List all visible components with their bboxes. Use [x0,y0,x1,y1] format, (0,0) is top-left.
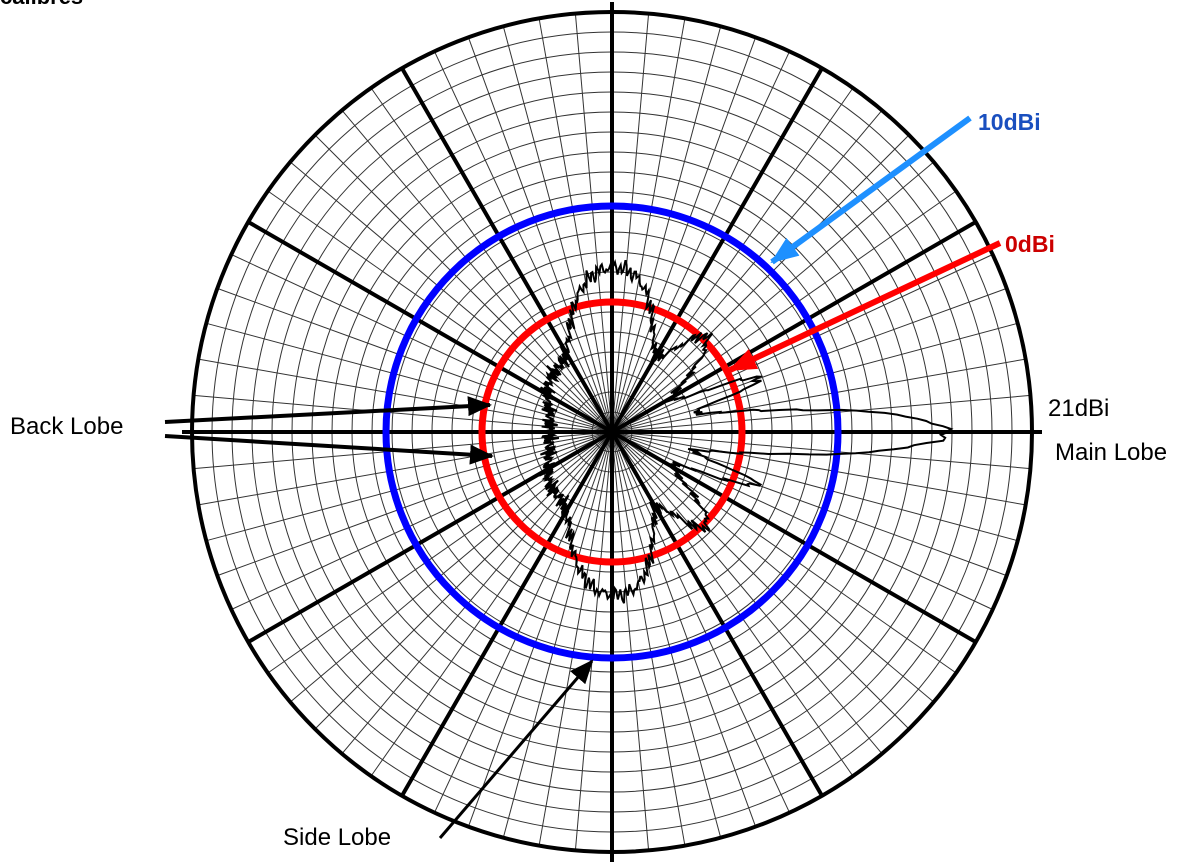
major-spoke [610,430,824,797]
ring-10dbi [382,202,842,662]
grid-radial-line [314,134,613,433]
label-back-lobe: Back Lobe [10,413,123,440]
grid-radial-line [231,254,613,433]
grid-radial-line [611,37,757,433]
grid-radial-line [611,109,883,433]
arrow-0dbi [728,240,1002,373]
grid-radial-line [611,87,854,433]
grid-radial-line [611,431,722,838]
major-spoke [610,67,824,434]
grid-radial-line [611,394,1031,433]
grid-radial-line [611,51,790,433]
grid-radial-line [370,87,613,433]
arrow-back-lobe-upper [164,396,492,424]
grid-radial-line [611,358,1026,433]
grid-radial-line [611,431,790,813]
arrow-side-lobe [438,659,594,839]
grid-radial-line [206,431,613,542]
grid-radial-line [289,431,613,703]
grid-radial-line [611,431,1018,542]
grid-radial-line [611,161,935,433]
grid-radial-line [611,431,1007,577]
major-spoke [247,220,614,434]
grid-radial-line [502,26,613,433]
ring-0dbi [478,298,746,566]
major-spoke [247,430,614,644]
grid-radial-line [434,431,613,813]
grid-radial-line [267,431,613,674]
grid-radial-line [574,13,613,433]
grid-radial-line [611,431,935,703]
grid-radial-line [314,431,613,730]
grid-radial-line [231,431,613,610]
arrow-back-lobe-lower [164,434,494,465]
label-0dbi: 0dBi [1005,231,1055,257]
major-spoke [610,430,977,644]
grid-radial-line [611,431,854,777]
grid-radial-line [611,134,910,433]
label-side-lobe: Side Lobe [283,824,391,851]
grid-radial-line [611,287,1007,433]
grid-radial-line [217,431,613,577]
top-caption: calibres [0,0,83,10]
grid-radial-line [611,18,686,433]
grid-radial-line [502,431,613,838]
grid-radial-line [434,51,613,433]
grid-radial-line [611,431,686,846]
grid-radial-line [574,431,613,851]
major-spoke [400,430,614,797]
grid-radial-line [611,431,1026,506]
grid-radial-line [370,431,613,777]
grid-radial-line [611,190,957,433]
grid-radial-line [611,26,722,433]
major-spoke [400,67,614,434]
grid-radial-line [538,18,613,433]
grid-radial-line [289,161,613,433]
grid-radial-line [198,431,613,506]
major-spoke [610,220,977,434]
grid-radial-line [611,431,883,755]
grid-radial-line [611,322,1018,433]
label-main-lobe: Main Lobe [1055,439,1167,466]
grid-radial-line [611,13,650,433]
grid-radial-line [611,431,1031,470]
grid-radial-line [611,431,910,730]
radiation-pattern-curve [538,258,954,604]
grid-radial-line [206,322,613,433]
arrow-10dbi [770,115,972,265]
major-spokes [182,2,1042,862]
grid-radial-line [341,431,613,755]
grid-radial-line [538,431,613,846]
label-21dbi: 21dBi [1048,395,1109,422]
grid-radial-line [467,431,613,827]
grid-radial-line [341,109,613,433]
grid-radial-line [611,431,957,674]
grid-radial-line [611,254,993,433]
label-10dbi: 10dBi [978,109,1041,135]
grid-radial-line [467,37,613,433]
grid-radial-line [611,431,650,851]
grid-radial-line [611,431,757,827]
grid-radial-line [611,431,993,610]
